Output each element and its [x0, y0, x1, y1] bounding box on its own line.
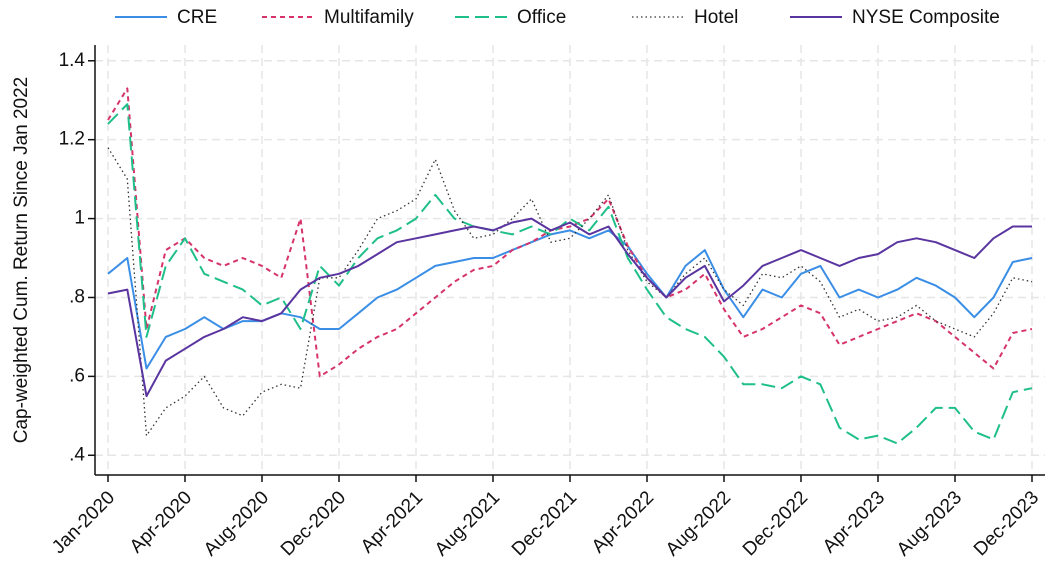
x-tick-label: Aug-2023 [893, 487, 966, 560]
y-tick-label: .4 [69, 444, 85, 465]
y-tick-label: 1.4 [59, 50, 86, 71]
y-tick-label: .8 [69, 286, 85, 307]
x-tick-label: Dec-2020 [277, 487, 350, 560]
legend-label: Hotel [694, 7, 738, 28]
series-line [107, 87, 1033, 378]
y-tick-label: 1 [74, 208, 85, 229]
x-tick-label: Aug-2022 [662, 487, 735, 560]
x-tick-label: Apr-2020 [126, 487, 196, 557]
x-tick-label: Dec-2021 [508, 487, 581, 560]
x-tick-label: Aug-2021 [431, 487, 504, 560]
legend-label: CRE [177, 7, 217, 28]
x-tick-label: Apr-2022 [588, 487, 658, 557]
x-tick-label: Apr-2021 [357, 487, 427, 557]
y-tick-label: .6 [69, 365, 85, 386]
y-axis-label: Cap-weighted Cum. Return Since Jan 2022 [11, 77, 32, 443]
legend-label: Multifamily [324, 7, 414, 28]
series-line [107, 217, 1032, 398]
x-tick-label: Aug-2020 [200, 487, 273, 560]
x-tick-label: Dec-2022 [739, 487, 812, 560]
legend-label: NYSE Composite [852, 7, 1000, 28]
x-tick-label: Apr-2023 [819, 487, 889, 557]
series-line [107, 103, 1033, 445]
legend-label: Office [517, 7, 566, 28]
x-tick-label: Dec-2023 [970, 487, 1043, 560]
x-tick-label: Jan-2020 [48, 487, 119, 558]
y-tick-label: 1.2 [59, 129, 85, 150]
